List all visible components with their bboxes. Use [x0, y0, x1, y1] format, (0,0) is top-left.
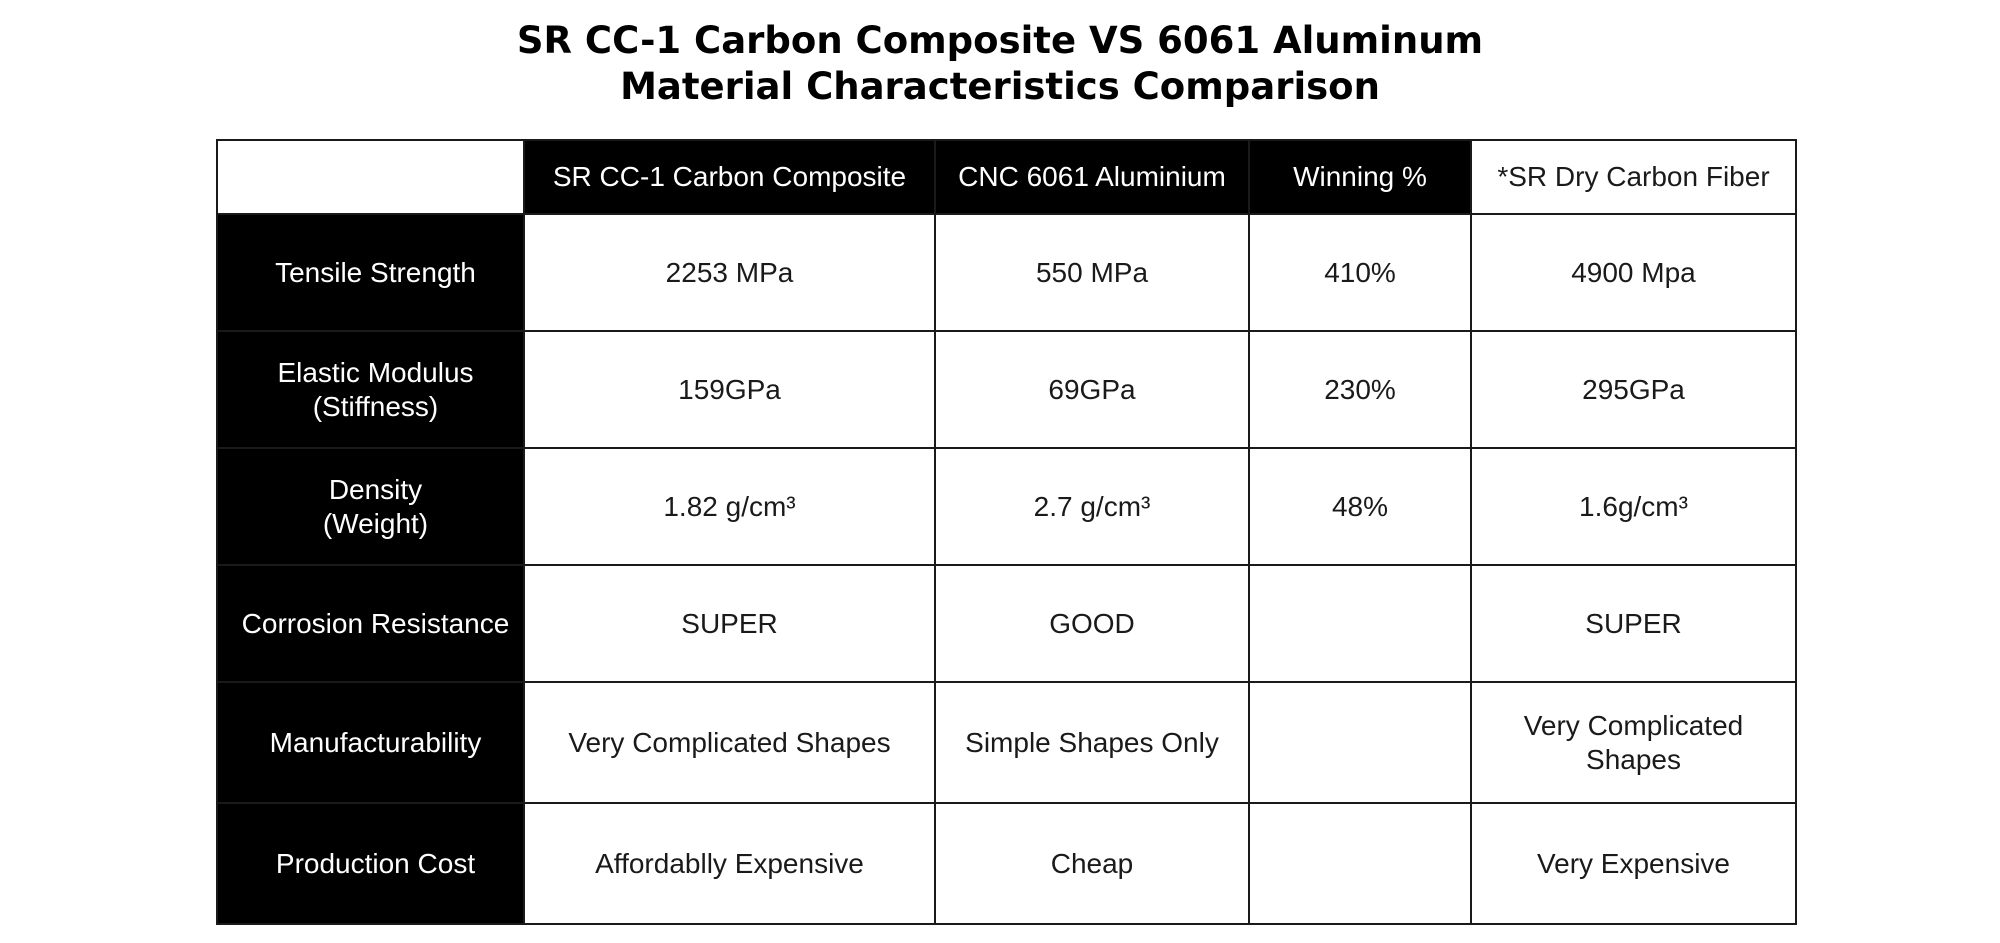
cell-aluminium: 2.7 g/cm³ — [934, 447, 1250, 566]
cell-aluminium: GOOD — [934, 564, 1250, 683]
header-winning-percent: Winning % — [1248, 139, 1472, 215]
table-header-row: SR CC-1 Carbon Composite CNC 6061 Alumin… — [216, 139, 1797, 215]
comparison-table: SR CC-1 Carbon Composite CNC 6061 Alumin… — [216, 139, 1797, 925]
cell-dry-carbon: Very Complicated Shapes — [1470, 681, 1797, 804]
cell-dry-carbon: SUPER — [1470, 564, 1797, 683]
cell-cc1: Very Complicated Shapes — [523, 681, 936, 804]
cell-cc1: 1.82 g/cm³ — [523, 447, 936, 566]
cell-dry-carbon: 4900 Mpa — [1470, 213, 1797, 332]
cell-winning — [1248, 564, 1472, 683]
row-label: Production Cost — [216, 802, 525, 925]
table-row: Corrosion Resistance SUPER GOOD SUPER — [216, 564, 1797, 683]
cell-cc1: 2253 MPa — [523, 213, 936, 332]
header-corner-cell — [216, 139, 525, 215]
cell-cc1: 159GPa — [523, 330, 936, 449]
header-sr-cc1: SR CC-1 Carbon Composite — [523, 139, 936, 215]
cell-winning: 230% — [1248, 330, 1472, 449]
cell-dry-carbon: Very Expensive — [1470, 802, 1797, 925]
table-row: Density (Weight) 1.82 g/cm³ 2.7 g/cm³ 48… — [216, 447, 1797, 566]
title-line-2: Material Characteristics Comparison — [620, 65, 1380, 108]
cell-aluminium: 69GPa — [934, 330, 1250, 449]
row-label: Density (Weight) — [216, 447, 525, 566]
table-row: Tensile Strength 2253 MPa 550 MPa 410% 4… — [216, 213, 1797, 332]
row-label: Elastic Modulus (Stiffness) — [216, 330, 525, 449]
cell-winning — [1248, 802, 1472, 925]
cell-cc1: SUPER — [523, 564, 936, 683]
row-label: Tensile Strength — [216, 213, 525, 332]
cell-winning — [1248, 681, 1472, 804]
cell-winning: 48% — [1248, 447, 1472, 566]
cell-aluminium: Simple Shapes Only — [934, 681, 1250, 804]
header-cnc-6061: CNC 6061 Aluminium — [934, 139, 1250, 215]
cell-aluminium: Cheap — [934, 802, 1250, 925]
cell-dry-carbon: 295GPa — [1470, 330, 1797, 449]
title-line-1: SR CC-1 Carbon Composite VS 6061 Aluminu… — [516, 19, 1484, 62]
row-label: Corrosion Resistance — [216, 564, 525, 683]
header-sr-dry-carbon: *SR Dry Carbon Fiber — [1470, 139, 1797, 215]
cell-cc1: Affordablly Expensive — [523, 802, 936, 925]
cell-aluminium: 550 MPa — [934, 213, 1250, 332]
cell-dry-carbon: 1.6g/cm³ — [1470, 447, 1797, 566]
table-row: Production Cost Affordablly Expensive Ch… — [216, 802, 1797, 925]
table-row: Elastic Modulus (Stiffness) 159GPa 69GPa… — [216, 330, 1797, 449]
table-row: Manufacturability Very Complicated Shape… — [216, 681, 1797, 804]
cell-winning: 410% — [1248, 213, 1472, 332]
row-label: Manufacturability — [216, 681, 525, 804]
page-title: SR CC-1 Carbon Composite VS 6061 Aluminu… — [0, 18, 2000, 110]
